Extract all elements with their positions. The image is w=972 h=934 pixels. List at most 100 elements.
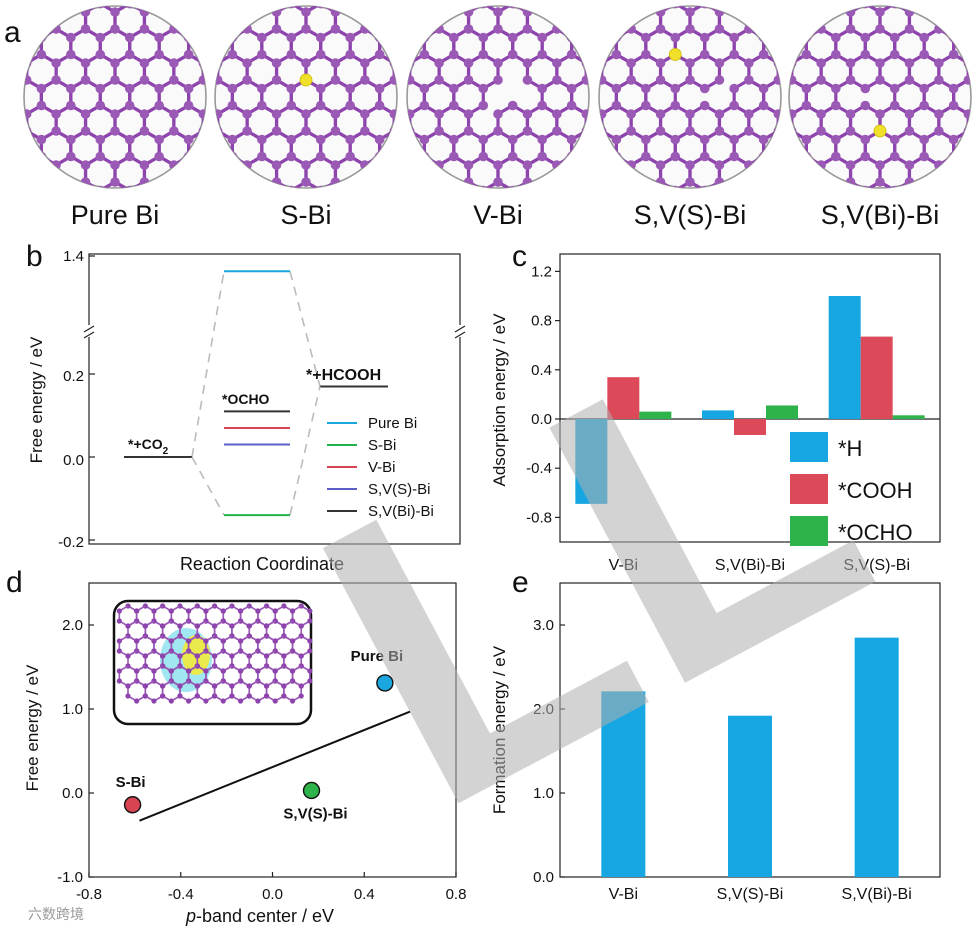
- bi-atom: [360, 126, 370, 136]
- bi-atom: [51, 7, 61, 17]
- bond: [143, 6, 160, 14]
- bi-atom: [626, 160, 636, 170]
- bi-atom: [315, 100, 326, 111]
- bi-atom: [169, 186, 179, 196]
- bond: [792, 208, 807, 217]
- bond: [777, 27, 781, 39]
- bond: [24, 6, 28, 14]
- bi-atom: [419, 185, 430, 188]
- bond: [246, 6, 263, 14]
- bi-atom: [449, 6, 459, 9]
- bond: [439, 182, 454, 191]
- bi-atom: [875, 7, 885, 17]
- bi-atom: [567, 211, 577, 221]
- bi-atom: [404, 203, 414, 213]
- bond: [262, 208, 277, 217]
- bond: [232, 208, 247, 217]
- bi-atom: [553, 237, 563, 247]
- bi-atom: [419, 211, 429, 221]
- bond: [24, 53, 28, 65]
- bi-atom: [66, 185, 76, 188]
- bi-atom: [361, 203, 371, 213]
- bond: [748, 6, 765, 14]
- bond: [0, 157, 12, 166]
- bond: [439, 233, 454, 242]
- bi-atom: [567, 228, 577, 238]
- bi-atom: [803, 160, 813, 170]
- bond: [895, 233, 910, 242]
- bond: [174, 233, 189, 242]
- bond: [40, 6, 57, 14]
- bond: [173, 180, 190, 188]
- bond: [187, 27, 205, 39]
- bi-atom: [582, 211, 592, 221]
- bi-atom: [567, 237, 577, 247]
- bond: [0, 182, 12, 191]
- bi-atom: [36, 49, 47, 60]
- bond: [188, 29, 203, 38]
- bi-atom: [816, 75, 826, 85]
- bond: [56, 233, 71, 242]
- bond: [790, 27, 808, 39]
- bi-atom: [801, 100, 812, 111]
- bi-atom: [198, 186, 208, 196]
- bond: [55, 180, 72, 188]
- bi-atom: [154, 151, 164, 162]
- bond: [954, 233, 969, 242]
- bi-atom: [169, 0, 179, 8]
- bi-atom: [537, 6, 547, 9]
- bond: [215, 155, 219, 167]
- bi-atom: [449, 185, 459, 188]
- bond: [630, 6, 647, 14]
- bond: [586, 233, 601, 242]
- bi-atom: [831, 32, 841, 43]
- bi-atom: [331, 0, 341, 8]
- bond: [407, 6, 411, 14]
- bi-atom: [904, 24, 915, 34]
- bond: [233, 182, 248, 191]
- bi-atom: [789, 109, 797, 119]
- bi-atom: [154, 49, 164, 60]
- bi-atom: [227, 134, 238, 145]
- bond: [24, 155, 28, 167]
- bi-atom: [183, 151, 194, 162]
- bi-atom: [375, 7, 385, 17]
- bi-atom: [404, 186, 414, 196]
- bi-atom: [374, 134, 385, 145]
- bi-atom: [95, 100, 106, 111]
- bond: [705, 233, 720, 242]
- bi-atom: [948, 32, 959, 43]
- bond: [0, 233, 12, 242]
- bond: [202, 155, 206, 167]
- bi-atom: [227, 83, 238, 94]
- bi-atom: [567, 203, 577, 213]
- bi-atom: [169, 109, 179, 119]
- bi-atom: [420, 203, 430, 213]
- bond: [25, 180, 43, 188]
- bi-atom: [685, 109, 695, 119]
- bond: [218, 157, 233, 166]
- bi-atom: [537, 134, 547, 145]
- bi-atom: [582, 0, 592, 8]
- bond: [601, 182, 616, 191]
- bi-atom: [183, 32, 194, 43]
- bi-atom: [599, 160, 607, 170]
- bi-atom: [714, 160, 725, 170]
- bond: [364, 180, 381, 188]
- bond: [952, 6, 970, 14]
- bi-atom: [757, 7, 767, 17]
- bond: [216, 27, 234, 39]
- bond: [789, 180, 793, 188]
- bond: [202, 6, 206, 14]
- bond: [718, 180, 735, 188]
- bi-atom: [626, 24, 636, 34]
- bond: [954, 208, 969, 217]
- bi-atom: [183, 134, 194, 145]
- bond: [823, 233, 838, 242]
- bond: [394, 208, 409, 217]
- bond: [335, 233, 350, 242]
- bi-atom: [375, 228, 385, 238]
- bi-atom: [407, 24, 415, 34]
- bond: [645, 4, 660, 13]
- bi-atom: [374, 151, 385, 162]
